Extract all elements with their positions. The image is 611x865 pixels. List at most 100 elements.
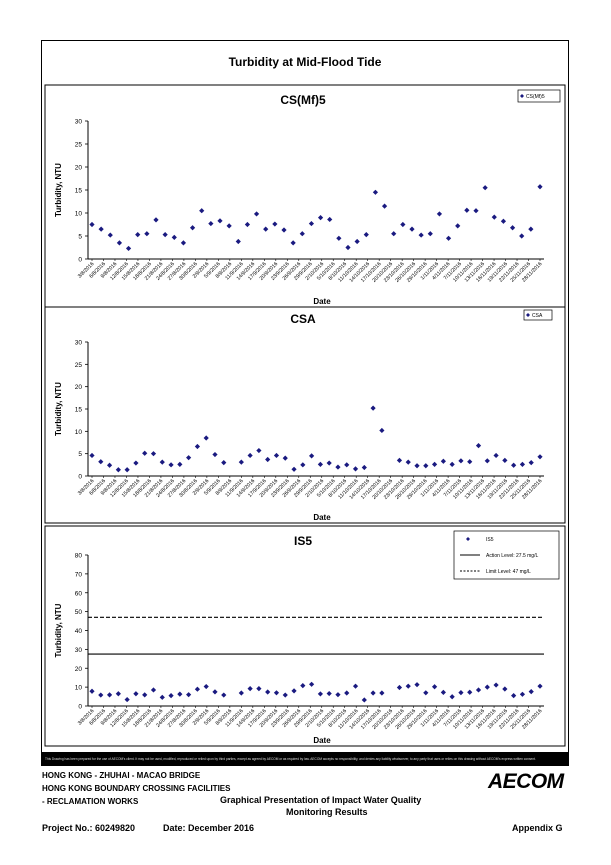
data-point [263, 226, 269, 232]
y-tick-label: 0 [78, 474, 82, 481]
data-point [484, 684, 490, 690]
y-tick-label: 5 [78, 234, 82, 241]
data-point [133, 460, 139, 466]
y-tick-label: 30 [75, 340, 83, 347]
legend-box [517, 89, 561, 103]
y-tick-label: 10 [75, 685, 83, 692]
data-point [162, 232, 168, 238]
data-point [381, 203, 388, 209]
data-point [500, 218, 507, 224]
data-point [98, 459, 104, 465]
legend-label: CS(Mf)5 [526, 94, 545, 100]
x-axis-label: Date [313, 736, 331, 745]
data-point [116, 240, 123, 246]
data-point [238, 459, 244, 465]
data-point [247, 686, 253, 692]
footer-line2: HONG KONG BOUNDARY CROSSING FACILITIES [42, 784, 231, 793]
data-point [281, 227, 287, 233]
data-point [159, 459, 165, 465]
y-tick-label: 0 [78, 257, 82, 264]
data-point [135, 232, 141, 238]
data-point [418, 232, 424, 238]
data-point [244, 221, 251, 228]
legend-label: CSA [532, 313, 543, 319]
data-point [98, 692, 104, 698]
data-point [208, 220, 214, 227]
x-axis-label: Date [313, 297, 331, 306]
y-tick-label: 25 [75, 362, 83, 369]
chart-title: IS5 [294, 534, 312, 548]
y-tick-label: 0 [78, 704, 82, 711]
data-point [253, 211, 260, 217]
y-tick-label: 20 [75, 384, 83, 391]
data-point [317, 461, 323, 467]
legend-swatch [520, 94, 524, 98]
data-point [464, 207, 470, 213]
data-point [491, 214, 497, 220]
data-point [144, 231, 150, 237]
y-tick-label: 70 [75, 571, 83, 578]
data-point [445, 235, 452, 241]
data-point [379, 427, 385, 434]
footer-presentation-2: Monitoring Results [286, 807, 368, 817]
aecom-logo: AECOM [488, 770, 564, 793]
data-point [467, 459, 473, 465]
data-point [317, 215, 324, 221]
data-point [423, 690, 429, 696]
chart-area-box [44, 306, 566, 524]
data-point [221, 692, 227, 698]
data-point [299, 231, 305, 237]
data-point [189, 225, 196, 231]
data-point [400, 221, 406, 228]
data-point [226, 223, 232, 229]
x-axis-label: Date [313, 513, 331, 522]
y-tick-label: 30 [75, 119, 83, 126]
data-point [391, 231, 397, 237]
y-tick-label: 10 [75, 211, 83, 218]
legend-box [523, 309, 553, 321]
data-point [177, 461, 183, 467]
chart-area-box [44, 84, 566, 308]
data-point [458, 689, 464, 696]
legend-label: Action Level: 27.5 mg/L [486, 553, 538, 559]
data-point [354, 238, 360, 245]
legend-label: Limit Level: 47 mg/L [486, 569, 531, 575]
data-point [396, 684, 403, 691]
data-point [475, 443, 482, 449]
data-point [203, 435, 209, 441]
data-point [125, 245, 132, 252]
legend-swatch [526, 313, 530, 317]
footer-date: Date: December 2016 [163, 823, 255, 833]
data-point [186, 692, 192, 698]
data-point [431, 461, 438, 467]
legend-swatch [466, 537, 470, 541]
data-point [265, 456, 271, 463]
y-tick-label: 40 [75, 628, 83, 635]
data-point [405, 459, 411, 465]
data-point [212, 689, 218, 695]
data-point [336, 235, 342, 241]
data-point [159, 694, 165, 700]
data-point [238, 690, 244, 696]
data-point [511, 693, 517, 699]
footer-project-number: Project No.: 60249820 [42, 823, 136, 833]
footer-appendix: Appendix G [512, 823, 563, 833]
data-point [327, 216, 333, 223]
disclaimer: This Drawing has been prepared for the u… [41, 752, 569, 766]
data-point [309, 681, 315, 687]
data-point [455, 223, 461, 229]
y-tick-label: 15 [75, 188, 83, 195]
data-point [509, 225, 516, 231]
chart-title: CSA [290, 312, 316, 326]
footer-line3: - RECLAMATION WORKS [42, 797, 139, 806]
data-point [177, 691, 183, 697]
data-point [180, 240, 187, 246]
data-point [107, 232, 113, 238]
data-point [423, 463, 429, 469]
data-point [449, 694, 455, 700]
data-point [409, 226, 415, 232]
data-point [537, 454, 543, 460]
